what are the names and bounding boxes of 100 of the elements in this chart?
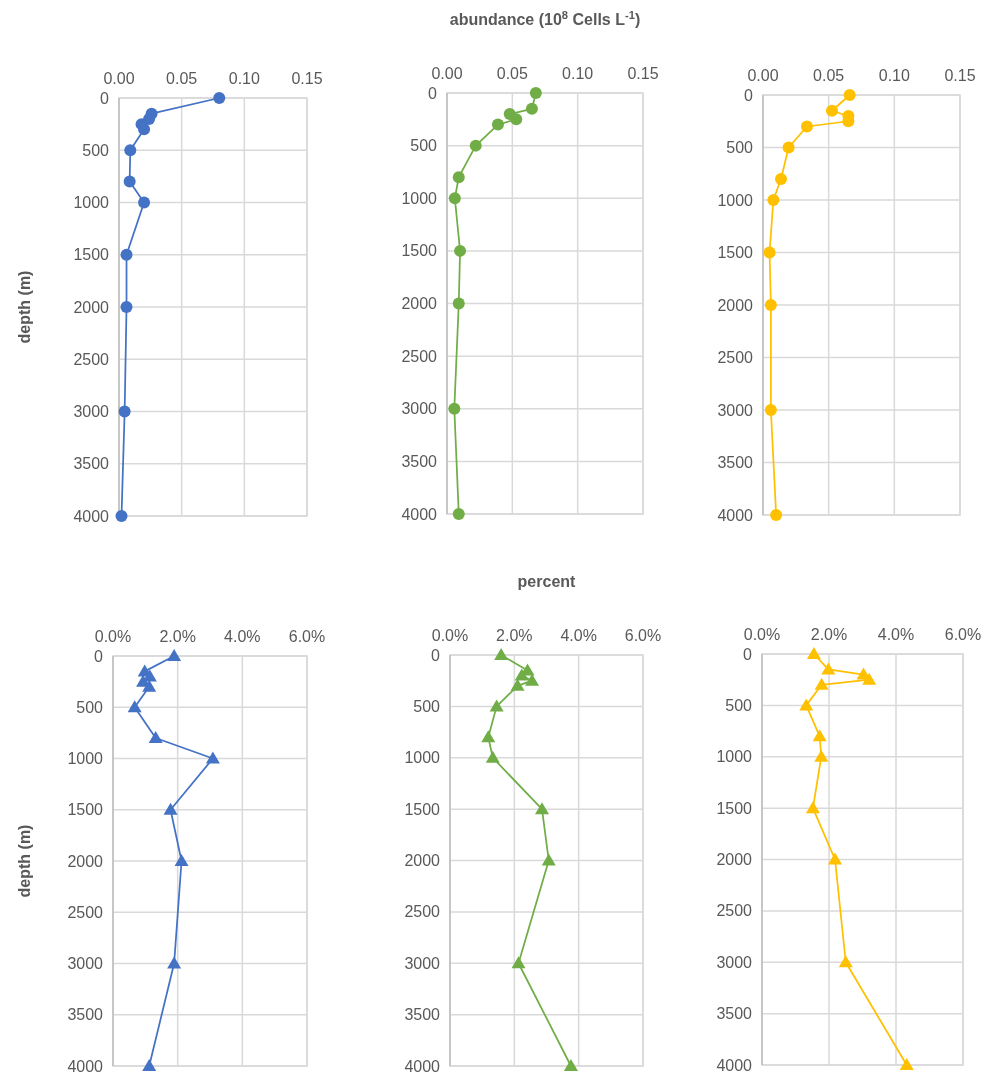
y-tick-label: 4000 [716, 1056, 753, 1074]
point [805, 801, 820, 814]
y-tick-label: 500 [413, 697, 441, 715]
x-tick-label: 6.0% [624, 627, 662, 644]
y-tick-label: 500 [76, 698, 104, 716]
point [511, 956, 526, 969]
y-tick-label: 4000 [73, 507, 110, 525]
point [806, 647, 821, 659]
x-tick-label: 0.00 [747, 67, 779, 84]
x-tick-label: 6.0% [288, 628, 326, 645]
point [838, 955, 853, 968]
point [510, 113, 523, 126]
y-tick-label: 4000 [67, 1057, 104, 1075]
point [120, 301, 133, 313]
point [205, 751, 220, 764]
x-tick-label: 4.0% [560, 627, 597, 644]
point [510, 678, 525, 691]
point [123, 175, 136, 188]
point [514, 668, 529, 681]
point [862, 672, 877, 685]
y-tick-label: 1500 [401, 242, 438, 260]
point [452, 297, 465, 310]
y-tick-label: 0 [743, 645, 753, 663]
y-tick-label: 3500 [717, 454, 754, 472]
point [843, 89, 856, 101]
point [485, 750, 500, 763]
y-tick-label: 3000 [404, 954, 441, 972]
y-tick-label: 1000 [67, 750, 104, 768]
y-axis-title: depth (m) [16, 270, 33, 344]
point [120, 248, 133, 261]
point [799, 698, 814, 711]
x-tick-label: 0.00 [431, 65, 463, 82]
y-tick-label: 3000 [73, 403, 110, 421]
point [764, 404, 777, 416]
y-tick-label: 3500 [401, 452, 438, 470]
x-tick-label: 4.0% [877, 626, 915, 643]
point [167, 956, 182, 969]
y-tick-label: 4000 [404, 1057, 441, 1075]
x-tick-label: 6.0% [944, 626, 982, 643]
point [774, 173, 787, 185]
x-tick-label: 0.05 [496, 65, 529, 82]
y-tick-label: 3000 [401, 400, 438, 418]
y-tick-label: 500 [726, 139, 754, 157]
point [115, 510, 128, 522]
y-tick-label: 1000 [404, 749, 441, 767]
y-tick-label: 2500 [404, 903, 441, 921]
y-tick-label: 500 [725, 696, 753, 714]
y-tick-label: 2000 [67, 852, 104, 870]
y-tick-label: 3500 [73, 455, 110, 473]
x-tick-label: 2.0% [159, 628, 196, 645]
x-tick-label: 0.15 [944, 67, 976, 84]
point [828, 852, 843, 865]
y-tick-label: 3500 [716, 1005, 753, 1023]
point [167, 649, 182, 661]
point [812, 729, 827, 742]
x-tick-label: 0.00 [103, 70, 135, 87]
y-tick-label: 0 [744, 86, 754, 104]
point [142, 679, 157, 692]
y-tick-label: 4000 [717, 506, 754, 524]
y-tick-label: 3000 [717, 401, 754, 419]
point [148, 731, 163, 743]
point [174, 854, 189, 866]
point [127, 700, 142, 713]
point [163, 802, 178, 815]
y-tick-label: 3500 [404, 1006, 441, 1024]
x-tick-label: 2.0% [810, 626, 848, 643]
y-tick-label: 3500 [67, 1006, 104, 1024]
y-tick-label: 1000 [401, 189, 438, 207]
y-tick-label: 2000 [716, 851, 753, 869]
x-tick-label: 2.0% [496, 627, 533, 644]
point [452, 508, 465, 520]
y-tick-label: 0 [94, 647, 104, 665]
y-tick-label: 500 [82, 141, 110, 159]
point [782, 141, 795, 154]
point [529, 87, 542, 99]
y-tick-label: 0 [428, 84, 438, 102]
x-tick-label: 0.10 [228, 70, 261, 87]
point [213, 92, 226, 104]
x-tick-label: 0.05 [166, 70, 198, 87]
point [448, 192, 461, 205]
y-tick-label: 4000 [401, 505, 438, 523]
point [489, 699, 504, 712]
y-tick-label: 2500 [716, 902, 753, 920]
point [448, 402, 461, 415]
y-tick-label: 3000 [716, 953, 753, 971]
y-tick-label: 1500 [67, 801, 104, 819]
point [452, 171, 465, 184]
point [142, 1059, 157, 1071]
y-tick-label: 1500 [404, 800, 441, 818]
point [494, 648, 509, 660]
x-tick-label: 0.10 [878, 67, 911, 84]
point [469, 139, 482, 152]
point [491, 118, 504, 131]
point [770, 509, 783, 521]
y-tick-label: 2500 [401, 347, 438, 365]
y-tick-label: 1500 [716, 799, 753, 817]
x-tick-label: 0.0% [743, 626, 781, 643]
point [525, 673, 540, 686]
point [481, 730, 496, 743]
y-tick-label: 1000 [716, 748, 753, 766]
